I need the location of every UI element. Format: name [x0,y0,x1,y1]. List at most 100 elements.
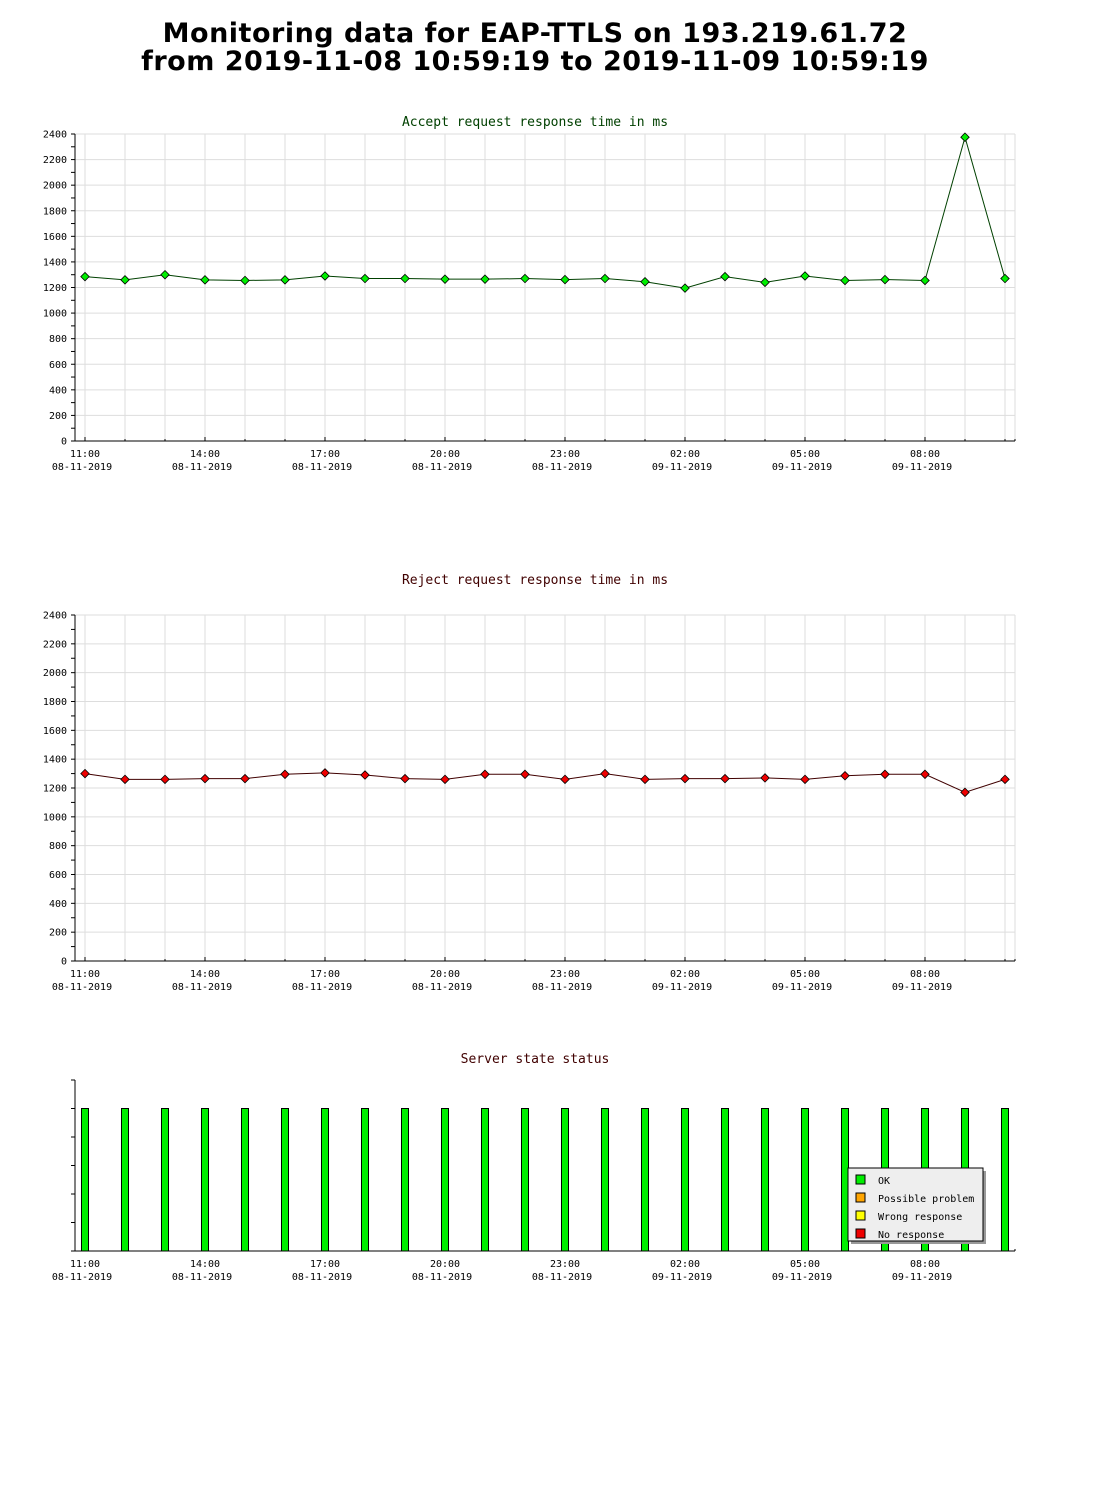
x-tick-label-time: 02:00 [670,1259,700,1270]
data-point [760,277,770,288]
x-tick-label-date: 09-11-2019 [892,1272,952,1283]
x-tick-label-time: 20:00 [430,449,460,460]
x-tick-label-time: 11:00 [70,969,100,980]
x-tick-label-date: 08-11-2019 [412,1272,472,1283]
y-tick-label: 400 [49,385,67,396]
x-tick-label-date: 09-11-2019 [652,1272,712,1283]
status-bar [201,1108,209,1252]
x-tick-label-date: 08-11-2019 [412,982,472,993]
legend-swatch [855,1228,866,1239]
y-tick-label: 2000 [43,668,67,679]
y-tick-label: 2000 [43,181,67,192]
data-point [560,274,570,285]
data-point [680,283,690,293]
page-title-line-2: from 2019-11-08 10:59:19 to 2019-11-09 1… [141,46,929,77]
y-tick-label: 1800 [43,697,67,708]
legend-label: OK [878,1176,890,1187]
data-point [600,768,610,779]
status-bar [281,1108,289,1252]
x-tick-label-time: 08:00 [910,969,940,980]
x-tick-label-date: 08-11-2019 [52,462,112,473]
status-bar [801,1108,809,1252]
y-tick-label: 400 [49,899,67,910]
y-tick-label: 600 [49,360,67,371]
legend-swatch [855,1210,866,1221]
y-tick-label: 2400 [43,611,67,622]
y-tick-label: 1600 [43,232,67,243]
status-bar [321,1108,329,1252]
status-bar [161,1108,169,1252]
x-tick-label-time: 05:00 [790,1259,820,1270]
x-tick-label-date: 08-11-2019 [52,1272,112,1283]
x-tick-label-time: 17:00 [310,1259,340,1270]
x-tick-label-time: 14:00 [190,449,220,460]
legend-label: No response [878,1230,944,1241]
status-bar [441,1108,449,1252]
data-point [120,774,130,785]
status-bar [761,1108,769,1252]
data-point [1000,273,1010,284]
y-tick-label: 2200 [43,639,67,650]
status-bar [401,1108,409,1252]
page-title-line-1: Monitoring data for EAP-TTLS on 193.219.… [162,18,908,49]
data-point [760,773,770,783]
status-bar [481,1108,489,1252]
data-point [520,769,530,780]
x-tick-label-date: 09-11-2019 [652,982,712,993]
status-bar [841,1108,849,1252]
data-point [120,275,130,285]
x-tick-label-date: 08-11-2019 [532,462,592,473]
y-tick-label: 1800 [43,206,67,217]
x-tick-label-time: 11:00 [70,1259,100,1270]
data-point [400,273,410,284]
data-point [960,132,970,142]
x-tick-label-time: 23:00 [550,1259,580,1270]
status-bar [641,1108,649,1252]
data-point [880,769,890,780]
x-tick-label-date: 09-11-2019 [772,982,832,993]
x-tick-label-date: 09-11-2019 [892,982,952,993]
data-point [480,769,490,780]
status-bar [521,1108,529,1252]
data-point [920,275,930,286]
series-line [84,135,1006,289]
y-tick-label: 2200 [43,155,67,166]
data-point [200,275,210,285]
x-tick-label-date: 08-11-2019 [292,982,352,993]
data-point [440,774,450,785]
status-bar [1001,1108,1009,1252]
data-point [720,271,730,282]
legend-label: Wrong response [878,1212,962,1223]
legend-label: Possible problem [878,1194,974,1205]
chart-title: Accept request response time in ms [402,115,668,130]
data-point [440,274,450,284]
x-tick-label-date: 09-11-2019 [892,462,952,473]
legend-swatch [855,1192,866,1203]
x-tick-label-date: 08-11-2019 [412,462,472,473]
x-tick-label-date: 08-11-2019 [172,1272,232,1283]
data-point [560,774,570,785]
y-tick-label: 1000 [43,812,67,823]
x-tick-label-time: 14:00 [190,969,220,980]
y-tick-label: 800 [49,841,67,852]
chart-1: Accept request response time in ms 0 200 40… [43,115,1016,473]
x-tick-label-time: 08:00 [910,449,940,460]
data-point [800,271,810,281]
chart-title: Server state status [461,1052,610,1067]
data-point [320,271,330,281]
x-tick-label-time: 20:00 [430,969,460,980]
x-tick-label-time: 17:00 [310,969,340,980]
status-bar [121,1108,129,1252]
status-bar [561,1108,569,1252]
x-tick-label-time: 02:00 [670,449,700,460]
y-tick-label: 2400 [43,130,67,141]
x-tick-label-time: 23:00 [550,449,580,460]
x-tick-label-date: 08-11-2019 [532,982,592,993]
status-bar [601,1108,609,1252]
data-point [640,276,650,287]
x-tick-label-time: 23:00 [550,969,580,980]
x-tick-label-time: 08:00 [910,1259,940,1270]
x-tick-label-date: 08-11-2019 [292,462,352,473]
data-point [720,773,730,784]
data-point [240,275,250,286]
